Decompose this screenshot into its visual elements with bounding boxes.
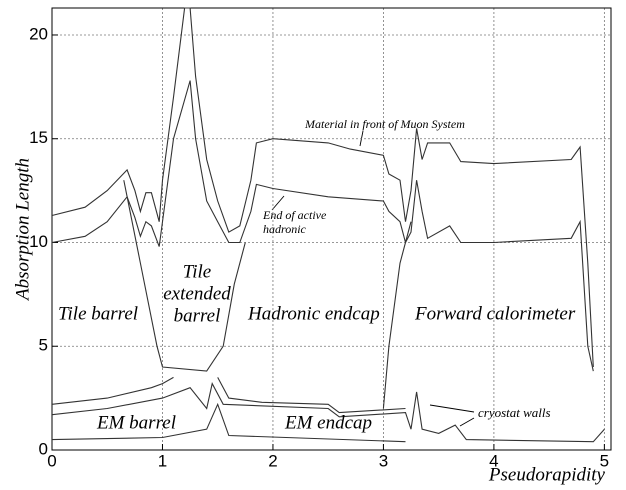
annotation: cryostat walls bbox=[478, 405, 551, 420]
arrow bbox=[429, 404, 475, 413]
annotation: EM endcap bbox=[284, 412, 372, 433]
plot-frame bbox=[51, 7, 612, 451]
series-line bbox=[51, 402, 406, 443]
x-axis-label: Pseudorapidity bbox=[488, 464, 606, 485]
x-tick-label: 2 bbox=[268, 451, 277, 470]
series-line bbox=[382, 221, 412, 409]
series-line bbox=[51, 7, 594, 368]
annotation: EM barrel bbox=[96, 412, 176, 433]
series-line bbox=[51, 382, 605, 443]
annotation: Tile bbox=[183, 261, 212, 282]
annotation: Tile barrel bbox=[58, 303, 138, 324]
annotation: extended bbox=[163, 283, 231, 304]
arrows bbox=[271, 130, 475, 427]
y-tick-label: 15 bbox=[29, 128, 48, 147]
annotation: Hadronic endcap bbox=[247, 303, 380, 324]
annotation: Material in front of Muon System bbox=[304, 117, 465, 131]
x-tick-label: 1 bbox=[158, 451, 167, 470]
x-tick-label: 5 bbox=[600, 451, 609, 470]
series-line bbox=[51, 376, 406, 414]
annotation: Forward calorimeter bbox=[414, 303, 576, 324]
annotation: barrel bbox=[174, 305, 221, 326]
y-tick-label: 20 bbox=[29, 24, 48, 43]
y-tick-label: 0 bbox=[39, 439, 48, 458]
series-line bbox=[123, 180, 246, 372]
y-tick-label: 10 bbox=[29, 232, 48, 251]
y-tick-label: 5 bbox=[39, 336, 48, 355]
annotation: End of active bbox=[262, 208, 327, 222]
y-axis-label: Absorption Length bbox=[12, 158, 33, 302]
arrow bbox=[459, 417, 475, 427]
arrow bbox=[271, 195, 285, 211]
x-tick-label: 4 bbox=[489, 451, 498, 470]
x-tick-label: 0 bbox=[47, 451, 56, 470]
series-line bbox=[51, 80, 594, 372]
x-tick-label: 3 bbox=[379, 451, 388, 470]
annotation: hadronic bbox=[263, 222, 307, 236]
